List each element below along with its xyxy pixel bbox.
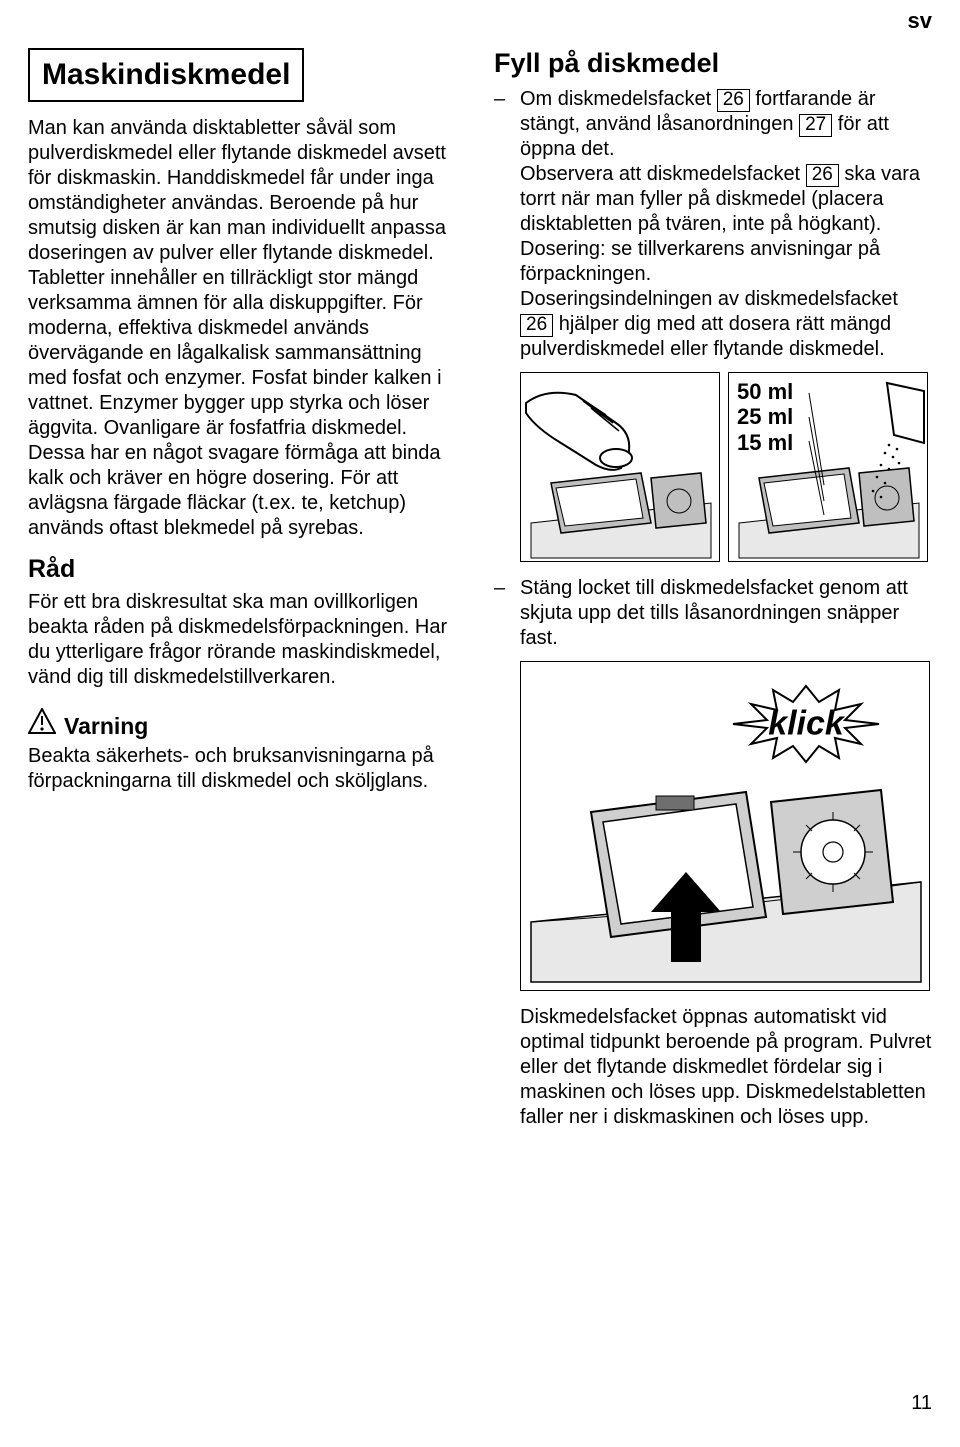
warning-row: Varning [28, 708, 466, 740]
bullet-item-2: – Stäng locket till diskmedelsfacket gen… [494, 576, 932, 651]
bullet-item-1: – Om diskmedelsfacket 26 fortfarande är … [494, 87, 932, 362]
text-run: Doseringsindelningen av diskmedelsfacket [520, 288, 898, 310]
ml-labels: 50 ml 25 ml 15 ml [737, 379, 793, 455]
figure-row: 50 ml 25 ml 15 ml [520, 372, 932, 562]
warning-label: Varning [64, 713, 148, 740]
klick-burst: klick [731, 684, 881, 764]
two-column-layout: Maskindiskmedel Man kan använda disktabl… [28, 48, 932, 1136]
ml-15: 15 ml [737, 430, 793, 455]
bullet-dash: – [494, 576, 508, 651]
ref-box-26: 26 [520, 314, 553, 337]
figure-close-click: klick [520, 661, 930, 991]
text-run: hjälper dig med att dosera rätt mängd pu… [520, 313, 891, 360]
warning-body: Beakta säkerhets- och bruksanvisningarna… [28, 744, 466, 794]
section-title-box: Maskindiskmedel [28, 48, 304, 102]
figure-ml-markings: 50 ml 25 ml 15 ml [728, 372, 928, 562]
text-run: Observera att diskmedelsfacket [520, 163, 806, 185]
bullet-text: Stäng locket till diskmedelsfacket genom… [520, 576, 932, 651]
klick-label: klick [768, 705, 844, 744]
body-paragraph: Man kan använda disktabletter såväl som … [28, 116, 466, 541]
right-column: Fyll på diskmedel – Om diskmedelsfacket … [494, 48, 932, 1136]
right-heading: Fyll på diskmedel [494, 48, 932, 79]
figure-dosing-hand [520, 372, 720, 562]
ref-box-26: 26 [717, 89, 750, 112]
bullet-dash: – [494, 87, 508, 362]
page-number: 11 [911, 1392, 932, 1415]
ref-box-26: 26 [806, 164, 839, 187]
closing-paragraph: Diskmedelsfacket öppnas automatiskt vid … [520, 1005, 932, 1130]
bullet-text: Om diskmedelsfacket 26 fortfarande är st… [520, 87, 932, 362]
ref-box-27: 27 [799, 114, 832, 137]
ml-50: 50 ml [737, 379, 793, 404]
language-tag: sv [908, 8, 932, 34]
tips-heading: Råd [28, 555, 466, 584]
tips-body: För ett bra diskresultat ska man ovillko… [28, 590, 466, 690]
warning-icon [28, 708, 56, 738]
text-run: Om diskmedelsfacket [520, 88, 717, 110]
ml-25: 25 ml [737, 404, 793, 429]
left-column: Maskindiskmedel Man kan använda disktabl… [28, 48, 466, 1136]
